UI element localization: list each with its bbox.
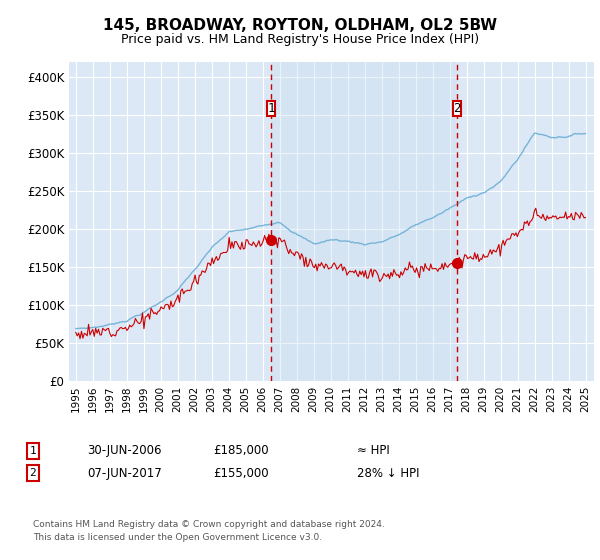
- FancyBboxPatch shape: [454, 101, 461, 116]
- Bar: [271, 62, 457, 381]
- Text: Price paid vs. HM Land Registry's House Price Index (HPI): Price paid vs. HM Land Registry's House …: [121, 32, 479, 46]
- Text: 1: 1: [29, 446, 37, 456]
- Text: 1: 1: [268, 102, 275, 115]
- Text: 07-JUN-2017: 07-JUN-2017: [87, 466, 162, 480]
- Text: 28% ↓ HPI: 28% ↓ HPI: [357, 466, 419, 480]
- Text: ≈ HPI: ≈ HPI: [357, 444, 390, 458]
- Text: Contains HM Land Registry data © Crown copyright and database right 2024.
This d: Contains HM Land Registry data © Crown c…: [33, 520, 385, 542]
- Text: 145, BROADWAY, ROYTON, OLDHAM, OL2 5BW: 145, BROADWAY, ROYTON, OLDHAM, OL2 5BW: [103, 18, 497, 32]
- Text: £185,000: £185,000: [213, 444, 269, 458]
- FancyBboxPatch shape: [268, 101, 275, 116]
- Text: 2: 2: [29, 468, 37, 478]
- Text: 30-JUN-2006: 30-JUN-2006: [87, 444, 161, 458]
- Text: 2: 2: [454, 102, 461, 115]
- Text: £155,000: £155,000: [213, 466, 269, 480]
